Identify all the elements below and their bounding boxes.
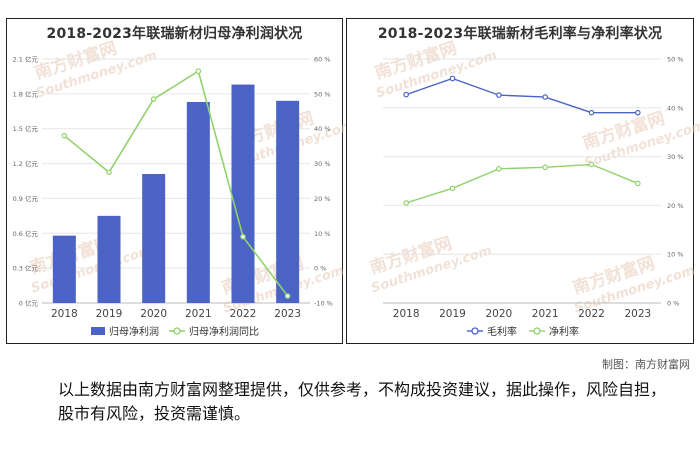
- yoy-point-2018: [61, 132, 68, 139]
- y-right-tick-label: 30 %: [314, 160, 331, 168]
- y-right-tick-label: 60 %: [314, 56, 331, 64]
- series-line-0: [405, 77, 638, 114]
- legend-label: 归母净利润同比: [189, 325, 259, 338]
- x-tick-label: 2021: [532, 308, 559, 320]
- y-left-tick-label: 0 亿元: [19, 299, 39, 308]
- series-0-point-2021: [542, 94, 548, 100]
- y-right-tick-label: 20 %: [667, 202, 684, 210]
- series-1-point-2020: [496, 166, 502, 172]
- legend-label: 毛利率: [487, 325, 517, 338]
- bar-2019: [97, 215, 121, 303]
- bar-2018: [52, 235, 76, 303]
- y-left-tick-label: 1.2 亿元: [13, 159, 39, 168]
- series-0-point-2022: [588, 109, 595, 116]
- y-right-tick-label: 50 %: [314, 90, 331, 98]
- legend-label: 净利率: [549, 325, 579, 338]
- series-0-point-2019: [449, 75, 456, 82]
- y-right-tick-label: 20 %: [314, 195, 331, 203]
- x-tick-label: 2018: [393, 308, 420, 320]
- bar-2023: [276, 100, 300, 303]
- legend-swatch-marker: [471, 327, 479, 335]
- x-tick-label: 2023: [274, 308, 301, 320]
- yoy-line: [63, 69, 289, 297]
- y-left-tick-label: 0.3 亿元: [13, 264, 39, 273]
- chart-title: 2018-2023年联瑞新材归母净利润状况: [46, 26, 303, 42]
- x-tick-label: 2022: [578, 308, 605, 320]
- series-0-point-2023: [635, 109, 641, 116]
- chart-title: 2018-2023年联瑞新材毛利率与净利率状况: [377, 26, 663, 42]
- series-1-point-2019: [449, 185, 456, 192]
- y-left-tick-label: 0.6 亿元: [13, 229, 39, 238]
- series-1-point-2023: [635, 180, 641, 187]
- bar-2020: [142, 174, 166, 303]
- x-tick-label: 2022: [230, 308, 257, 320]
- x-tick-label: 2020: [485, 308, 512, 320]
- y-right-tick-label: 50 %: [667, 56, 684, 64]
- y-right-tick-label: 0 %: [314, 265, 326, 273]
- chart-panel-net-profit: 2018-2023年联瑞新材归母净利润状况 南方财富网 Southmoney.co…: [6, 18, 356, 344]
- legend-swatch-bar: [91, 327, 105, 335]
- y-right-tick-label: 30 %: [667, 153, 684, 161]
- chart-panel-margin: 2018-2023年联瑞新材毛利率与净利率状况 南方财富网 Southmoney.…: [346, 18, 700, 344]
- y-right-tick-label: -10 %: [314, 300, 333, 308]
- series-0-point-2018: [403, 91, 409, 98]
- y-left-tick-label: 0.9 亿元: [13, 194, 39, 203]
- series-1-point-2018: [403, 200, 409, 206]
- bar-2022: [231, 84, 255, 303]
- y-left-tick-label: 1.8 亿元: [13, 89, 39, 98]
- y-right-tick-label: 40 %: [314, 125, 331, 133]
- series-1-point-2022: [588, 161, 595, 168]
- legend-label: 归母净利润: [109, 325, 159, 338]
- series-0-point-2020: [496, 92, 502, 98]
- yoy-point-2023: [284, 293, 291, 299]
- x-tick-label: 2019: [96, 308, 123, 320]
- credit-label: 制图：南方财富网: [602, 358, 690, 371]
- legend-swatch-marker: [173, 327, 181, 335]
- disclaimer-text: 以上数据由南方财富网整理提供，仅供参考，不构成投资建议，据此操作，风险自担，股市…: [58, 380, 667, 423]
- yoy-point-2022: [240, 233, 246, 240]
- y-right-tick-label: 40 %: [667, 104, 684, 112]
- y-left-tick-label: 2.1 亿元: [13, 55, 39, 64]
- bar-2021: [186, 101, 210, 303]
- x-tick-label: 2020: [140, 308, 167, 320]
- x-tick-label: 2023: [624, 308, 651, 320]
- yoy-point-2021: [195, 68, 202, 75]
- yoy-point-2019: [106, 169, 112, 176]
- yoy-point-2020: [150, 96, 157, 102]
- margin-chart: 南方财富网Southmoney.com南方财富网Southmoney.com南方…: [367, 38, 700, 338]
- y-left-tick-label: 1.5 亿元: [13, 124, 39, 133]
- legend-swatch-marker: [533, 327, 541, 335]
- series-1-point-2021: [542, 164, 548, 171]
- y-right-tick-label: 0 %: [667, 300, 679, 308]
- series-line-1: [405, 163, 639, 204]
- y-right-tick-label: 10 %: [314, 230, 331, 238]
- x-tick-label: 2019: [439, 308, 466, 320]
- x-tick-label: 2018: [51, 308, 78, 320]
- x-tick-label: 2021: [185, 308, 212, 320]
- y-right-tick-label: 10 %: [667, 251, 684, 259]
